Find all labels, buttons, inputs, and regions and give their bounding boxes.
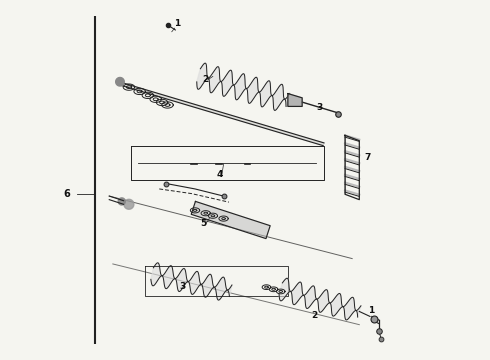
Text: 1: 1 — [173, 19, 180, 28]
Polygon shape — [191, 201, 270, 239]
Polygon shape — [197, 63, 290, 111]
Text: 1: 1 — [368, 306, 374, 315]
Polygon shape — [288, 94, 302, 107]
Polygon shape — [120, 82, 324, 146]
Polygon shape — [151, 263, 232, 300]
Text: 4: 4 — [217, 170, 223, 179]
Polygon shape — [124, 199, 134, 209]
Text: 7: 7 — [365, 153, 371, 162]
Polygon shape — [279, 278, 361, 320]
Text: 5: 5 — [200, 220, 207, 229]
Polygon shape — [116, 77, 124, 86]
Text: 2: 2 — [202, 75, 208, 84]
Text: 2: 2 — [311, 311, 318, 320]
Polygon shape — [118, 198, 125, 205]
Text: 3: 3 — [317, 103, 323, 112]
Text: 3: 3 — [179, 282, 185, 291]
Text: 6: 6 — [63, 189, 70, 199]
